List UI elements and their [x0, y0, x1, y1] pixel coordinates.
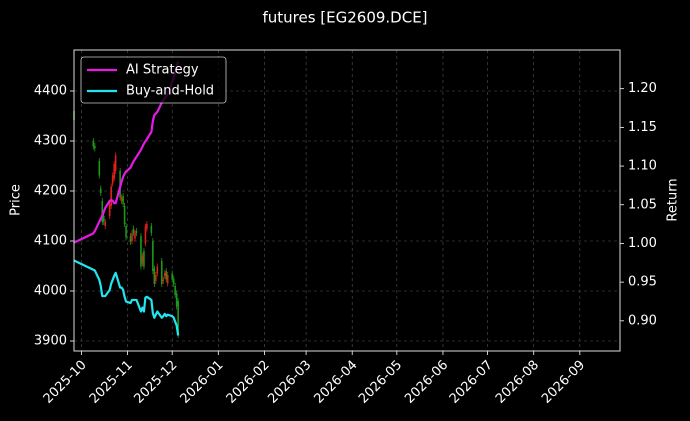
candle-body [166, 275, 169, 284]
candle-body [101, 201, 104, 222]
candle-body [135, 231, 138, 233]
candle-body [132, 228, 135, 233]
candle-body [171, 273, 173, 280]
x-tick-label: 2025-10 [41, 358, 90, 407]
candle-body [98, 161, 101, 176]
y2-tick-label: 1.15 [628, 120, 657, 135]
candle-body [102, 216, 105, 222]
y-tick-label: 4100 [34, 234, 67, 249]
candle-body [140, 236, 142, 267]
y-tick-label: 4000 [34, 284, 67, 299]
candle-body [153, 268, 156, 284]
candle-body [143, 251, 145, 267]
candle-body [152, 241, 154, 271]
candle-body [104, 222, 107, 226]
candle-body [175, 293, 178, 307]
candle-body [94, 146, 96, 149]
candle-body [120, 197, 123, 201]
candle-body [160, 261, 163, 284]
candle-body [172, 278, 175, 284]
x-tick-label: 2026-04 [311, 358, 360, 407]
legend-box [80, 56, 227, 104]
candle-body [162, 279, 165, 281]
series-line [73, 259, 180, 336]
candle-body [111, 175, 114, 184]
candle-body [150, 226, 153, 233]
candle-body [114, 155, 117, 171]
y2-tick-label: 1.05 [628, 197, 657, 212]
candle-body [92, 141, 95, 147]
candle-body [165, 271, 168, 280]
y-tick-label: 3900 [34, 334, 67, 349]
y-tick-label: 4200 [34, 184, 67, 199]
y-tick-label: 4300 [34, 134, 67, 149]
x-tick-label: 2025-12 [131, 358, 180, 407]
candle-body [177, 301, 179, 335]
candle-body [123, 206, 126, 224]
candle-body [174, 286, 176, 295]
x-tick-label: 2026-02 [224, 358, 273, 407]
x-tick-label: 2026-06 [402, 358, 451, 407]
candle-body [110, 186, 112, 206]
candle-body [122, 196, 124, 204]
candle-body [134, 233, 136, 239]
x-tick-label: 2026-08 [493, 358, 542, 407]
y2-tick-label: 0.95 [628, 275, 657, 290]
chart-title: futures [EG2609.DCE] [262, 9, 427, 27]
plot-frame [73, 49, 621, 352]
candle-body [108, 204, 111, 216]
candle-body [141, 255, 144, 264]
candle-body [99, 188, 102, 193]
y2-tick-label: 1.20 [628, 81, 657, 96]
candle-body [125, 226, 127, 238]
y2-axis-label: Return [666, 178, 681, 221]
candle-body [155, 275, 157, 281]
x-tick-label: 2026-09 [539, 358, 588, 407]
x-tick-label: 2026-03 [265, 358, 314, 407]
y2-tick-label: 1.00 [628, 236, 657, 251]
x-tick-label: 2026-01 [178, 358, 227, 407]
candle-body [163, 273, 166, 276]
legend-label: AI Strategy [126, 63, 199, 78]
y-axis-label: Price [9, 184, 24, 216]
x-tick-label: 2026-07 [447, 358, 496, 407]
y2-tick-label: 1.10 [628, 159, 657, 174]
legend: AI Strategy Buy-and-Hold [80, 56, 227, 104]
y2-tick-label: 0.90 [628, 313, 657, 328]
candle-body [131, 233, 133, 241]
candle-body [156, 266, 159, 274]
candle-body [129, 236, 132, 242]
y-tick-label: 4400 [34, 84, 67, 99]
candle-body [113, 164, 115, 179]
candle-body [144, 226, 147, 244]
legend-label: Buy-and-Hold [126, 84, 214, 99]
x-tick-label: 2025-11 [87, 358, 136, 407]
candle-body [146, 224, 148, 229]
x-tick-label: 2026-05 [356, 358, 405, 407]
